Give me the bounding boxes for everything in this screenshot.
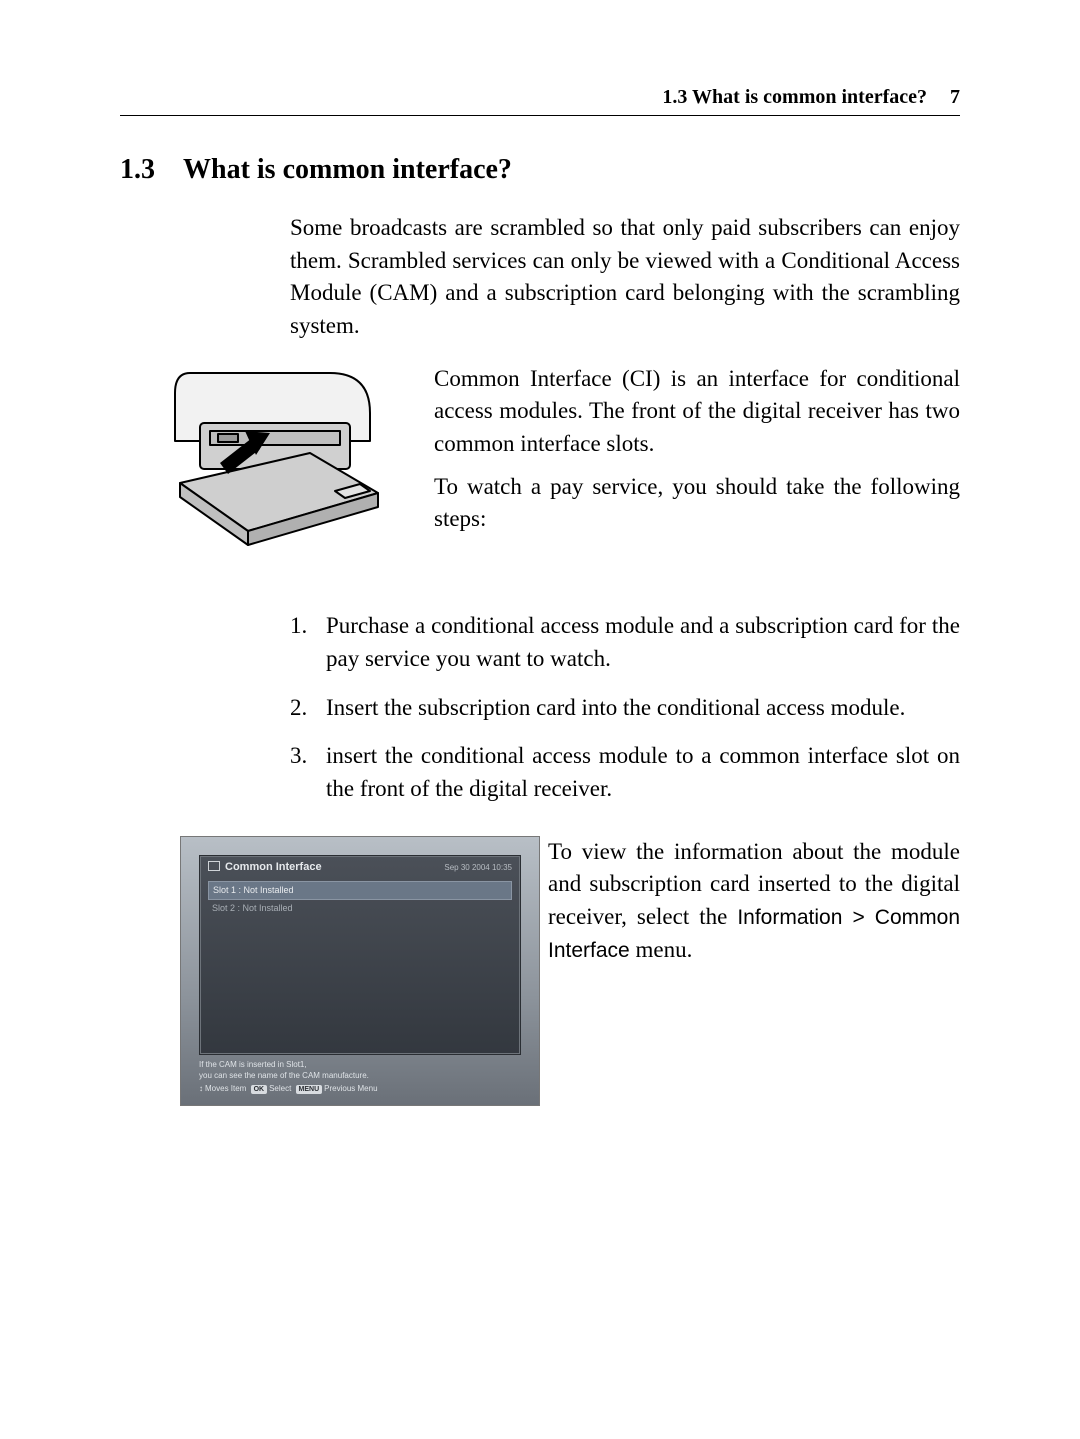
tv-titlebar: Common Interface Sep 30 2004 10:35	[200, 856, 520, 880]
step-item: Purchase a conditional access module and…	[290, 610, 960, 675]
tv-hint-select: Select	[269, 1084, 291, 1093]
step-item: Insert the subscription card into the co…	[290, 692, 960, 725]
running-header-label: 1.3 What is common interface?	[662, 86, 927, 108]
section-number: 1.3	[120, 154, 155, 185]
ci-text-block: Common Interface (CI) is an interface fo…	[434, 363, 960, 536]
tv-hint-line-1a: If the CAM is inserted in Slot1,	[199, 1060, 521, 1071]
tv-screen: Common Interface Sep 30 2004 10:35 Slot …	[180, 836, 540, 1106]
tv-hint-moves: Moves Item	[205, 1084, 246, 1093]
tv-hint-line-1b: you can see the name of the CAM manufact…	[199, 1071, 521, 1082]
ci-illustration-row: Common Interface (CI) is an interface fo…	[120, 363, 960, 583]
tv-hint-prev: Previous Menu	[324, 1084, 377, 1093]
tv-title: Common Interface	[208, 860, 322, 876]
page-number: 7	[950, 86, 960, 108]
ci-slot-illustration	[120, 363, 410, 583]
tv-slot-list: Slot 1 : Not Installed Slot 2 : Not Inst…	[200, 879, 520, 923]
tv-row[interactable]: Slot 2 : Not Installed	[208, 900, 512, 917]
tv-panel: Common Interface Sep 30 2004 10:35 Slot …	[199, 855, 521, 1055]
section-title-text: What is common interface?	[183, 154, 512, 185]
section-heading: 1.3 What is common interface?	[120, 154, 960, 186]
tv-title-text: Common Interface	[225, 861, 322, 873]
updown-icon: ↕	[199, 1084, 202, 1093]
tv-timestamp: Sep 30 2004 10:35	[444, 862, 512, 873]
ci-paragraph-2: To watch a pay service, you should take …	[434, 471, 960, 536]
step-item: insert the conditional access module to …	[290, 740, 960, 805]
ci-paragraph-1: Common Interface (CI) is an interface fo…	[434, 363, 960, 461]
panel-icon	[208, 861, 220, 871]
tv-row-selected[interactable]: Slot 1 : Not Installed	[208, 881, 512, 900]
content-column: Some broadcasts are scrambled so that on…	[290, 212, 960, 1106]
menu-key-icon: MENU	[296, 1085, 323, 1094]
screenshot-row: Common Interface Sep 30 2004 10:35 Slot …	[120, 836, 960, 1106]
intro-paragraph: Some broadcasts are scrambled so that on…	[290, 212, 960, 343]
info-paragraph: To view the information about the module…	[548, 836, 960, 967]
info-para-post: menu.	[630, 937, 693, 962]
page: 1.3 What is common interface? 7 1.3 What …	[0, 0, 1080, 1439]
tv-footer: If the CAM is inserted in Slot1, you can…	[199, 1060, 521, 1094]
steps-list: Purchase a conditional access module and…	[290, 610, 960, 805]
menu-screenshot: Common Interface Sep 30 2004 10:35 Slot …	[120, 836, 520, 1106]
tv-hint-line-2: ↕Moves Item OKSelect MENUPrevious Menu	[199, 1084, 521, 1095]
running-header: 1.3 What is common interface? 7	[120, 86, 960, 116]
ok-key-icon: OK	[251, 1085, 268, 1094]
receiver-card-icon	[160, 363, 400, 573]
